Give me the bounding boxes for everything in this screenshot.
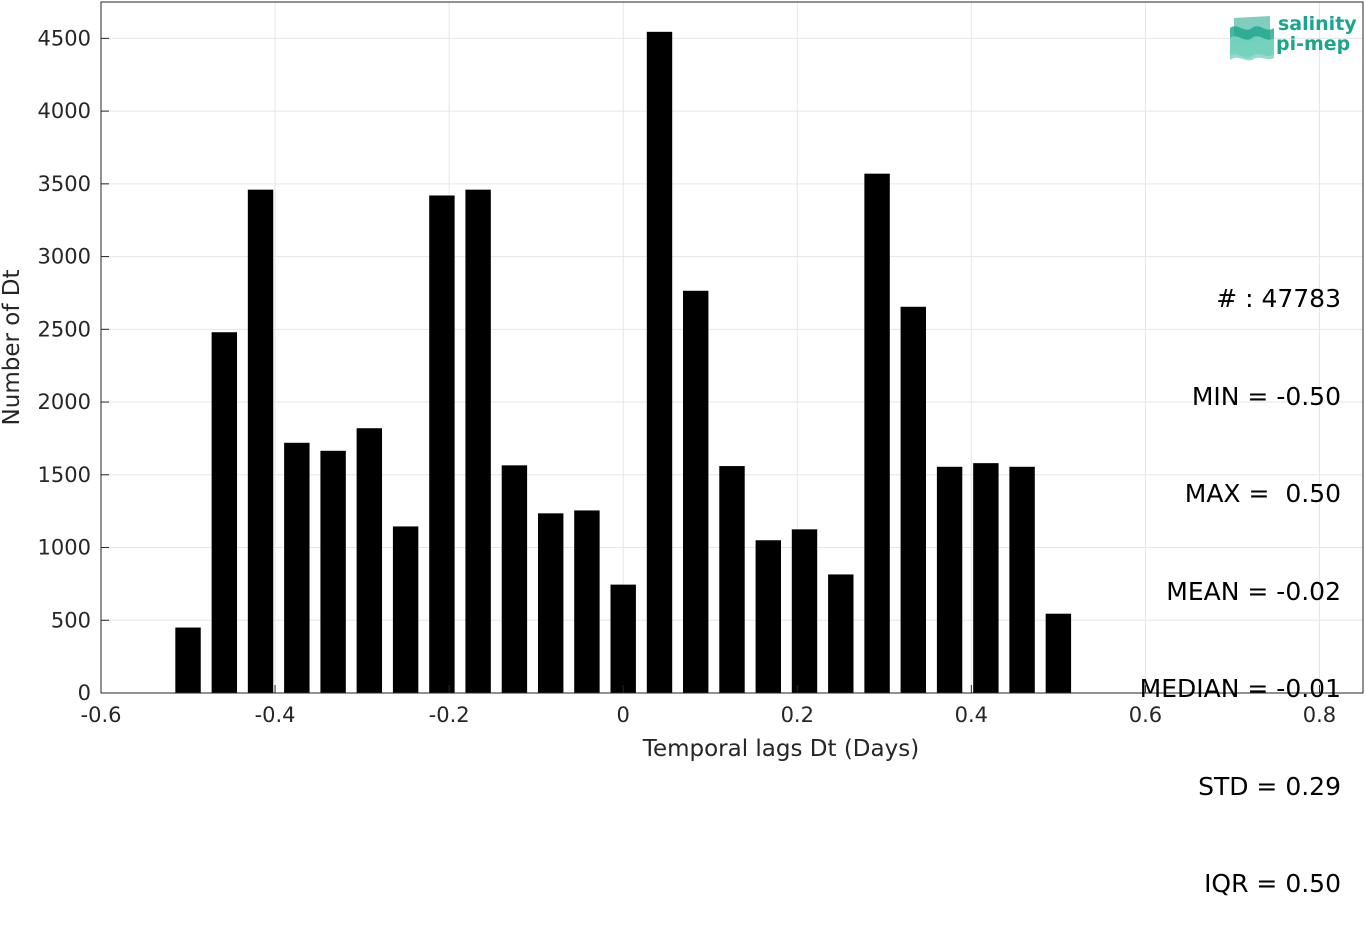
logo-line-2: pi-mep [1276, 33, 1351, 55]
histogram-bar [465, 189, 491, 693]
stats-min: MIN = -0.50 [1191, 381, 1341, 411]
histogram-chart: -0.6 -0.4 -0.2 0 0.2 0.4 0.6 0.8 0 500 1000 1500 20… [0, 1, 1364, 762]
y-tick-label: 0 [78, 681, 91, 705]
histogram-bar [1009, 466, 1035, 693]
x-tick-label: 0.6 [1129, 703, 1162, 727]
histogram-bar [175, 627, 201, 693]
statistics-annotation: # : 47783 MIN = -0.50 MAX = 0.50 MEAN = … [1140, 218, 1341, 933]
y-tick-label: 3000 [38, 245, 91, 269]
histogram-bar [1045, 613, 1072, 693]
histogram-bar [719, 466, 745, 693]
histogram-bar [429, 195, 455, 694]
y-axis-label: Number of Dt [0, 270, 25, 426]
histogram-bar [356, 428, 383, 693]
stats-max: MAX = 0.50 [1184, 479, 1341, 508]
y-tick-label: 3500 [38, 172, 91, 196]
x-tick-label: 0.4 [955, 703, 988, 727]
y-tick-label: 2500 [38, 317, 91, 341]
wave-logo-icon [1230, 16, 1274, 61]
x-tick-label: -0.6 [81, 703, 122, 727]
logo-line-1: salinity [1278, 13, 1357, 35]
histogram-bar [936, 466, 963, 693]
y-tick-label: 2000 [38, 390, 91, 414]
y-tick-label: 1000 [38, 536, 91, 560]
plot-frame [100, 1, 1364, 694]
histogram-bar [755, 540, 782, 693]
salinity-pi-mep-logo: salinity pi-mep [1228, 13, 1357, 62]
x-tick-label: -0.4 [255, 703, 296, 727]
grid-lines [100, 2, 1363, 694]
histogram-bar [247, 189, 274, 693]
stats-median: MEDIAN = -0.01 [1139, 674, 1341, 703]
histogram-bar [284, 442, 310, 693]
y-tick-label: 4000 [38, 99, 91, 123]
histogram-bar [828, 574, 854, 693]
x-tick-label: -0.2 [429, 703, 470, 727]
y-axis-ticks: 0 500 1000 1500 2000 2500 3000 3500 4000 4500 [38, 26, 109, 705]
histogram-bar [211, 332, 238, 693]
x-tick-label: 0.8 [1303, 703, 1336, 727]
histogram-bar [900, 306, 926, 693]
y-tick-label: 1500 [38, 463, 91, 487]
histogram-bar [973, 463, 999, 693]
histogram-bar [320, 450, 346, 693]
histogram-bar [610, 584, 636, 693]
histogram-bar [864, 173, 890, 694]
y-tick-label: 500 [51, 608, 91, 632]
x-axis-ticks: -0.6 -0.4 -0.2 0 0.2 0.4 0.6 0.8 [81, 685, 1336, 727]
stats-count: # : 47783 [1216, 284, 1341, 313]
histogram-bar [574, 510, 600, 693]
histogram-bar [646, 31, 673, 694]
x-tick-label: 0.2 [781, 703, 814, 727]
y-tick-label: 4500 [38, 26, 91, 50]
stats-std: STD = 0.29 [1198, 771, 1341, 801]
histogram-bar [682, 290, 709, 693]
histogram-bar [501, 465, 528, 693]
histogram-bar [538, 513, 564, 693]
x-tick-label: 0 [617, 703, 630, 727]
stats-iqr: IQR = 0.50 [1204, 869, 1341, 898]
histogram-bar [392, 526, 419, 693]
histogram-bar [791, 529, 818, 693]
stats-mean: MEAN = -0.02 [1166, 576, 1341, 606]
bars [175, 31, 1072, 694]
x-axis-label: Temporal lags Dt (Days) [642, 736, 919, 762]
logo-text: salinity pi-mep [1276, 13, 1357, 55]
